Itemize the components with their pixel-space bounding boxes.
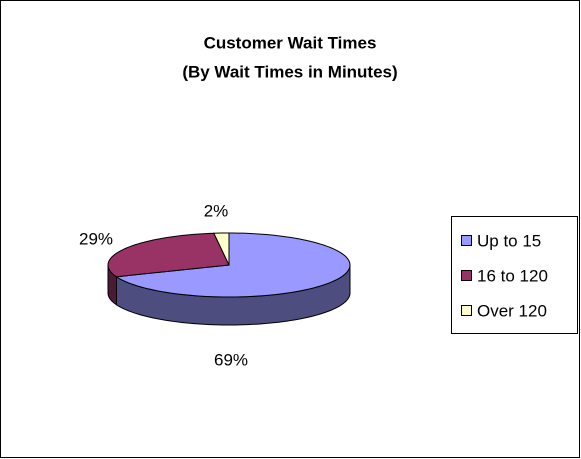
legend-swatch bbox=[461, 305, 472, 316]
data-label: 2% bbox=[204, 201, 229, 220]
pie-slice bbox=[213, 232, 230, 266]
data-label: 29% bbox=[79, 229, 113, 248]
data-label: 69% bbox=[214, 350, 248, 369]
legend: Up to 15 16 to 120 Over 120 bbox=[451, 216, 578, 334]
legend-label: Over 120 bbox=[477, 301, 547, 320]
legend-box bbox=[451, 216, 578, 334]
pie-slice bbox=[115, 232, 351, 298]
legend-label: 16 to 120 bbox=[477, 266, 548, 285]
chart-subtitle: (By Wait Times in Minutes) bbox=[182, 62, 397, 81]
pie: 69% 29% 2% bbox=[79, 201, 351, 369]
legend-swatch bbox=[461, 270, 472, 281]
chart-title: Customer Wait Times bbox=[204, 33, 377, 52]
legend-swatch bbox=[461, 235, 472, 246]
pie-slice bbox=[107, 232, 230, 278]
legend-label: Up to 15 bbox=[477, 231, 541, 250]
